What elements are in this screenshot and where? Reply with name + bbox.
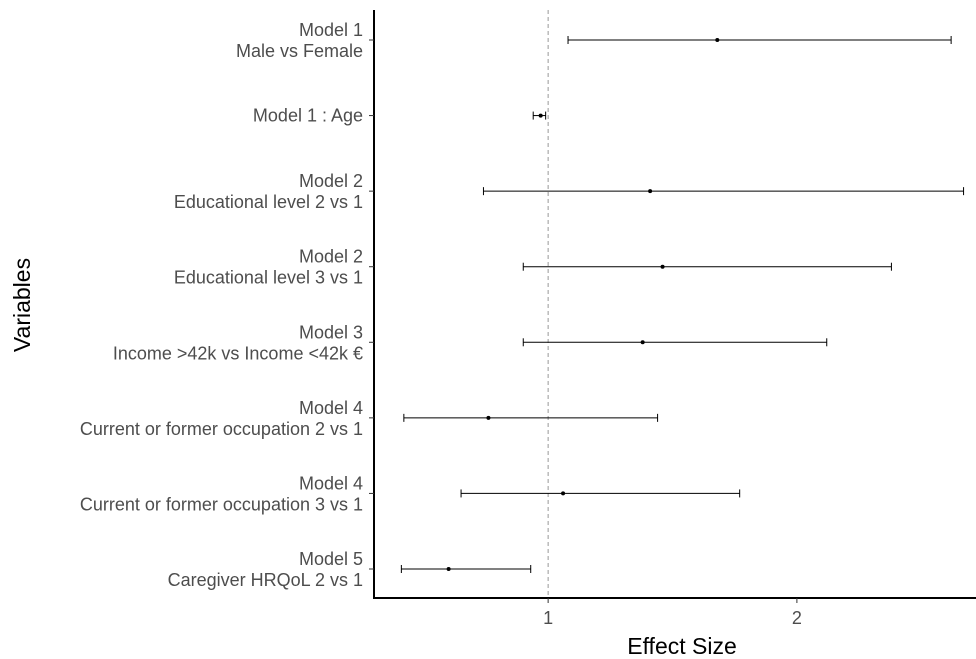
x-axis-title: Effect Size bbox=[627, 633, 737, 659]
y-tick-label: Model 2 bbox=[299, 247, 363, 267]
y-tick-label: Male vs Female bbox=[236, 41, 363, 61]
estimate-point bbox=[486, 415, 491, 420]
y-tick-label: Model 5 bbox=[299, 549, 363, 569]
y-tick-label: Current or former occupation 2 vs 1 bbox=[80, 419, 363, 439]
estimate-point bbox=[561, 491, 566, 496]
y-axis-title: Variables bbox=[9, 258, 35, 352]
y-tick-label: Caregiver HRQoL 2 vs 1 bbox=[168, 570, 363, 590]
estimate-point bbox=[446, 567, 451, 571]
estimate-point bbox=[648, 189, 653, 194]
estimate-point bbox=[640, 340, 645, 345]
estimate-point bbox=[538, 113, 543, 118]
y-tick-label: Model 1 bbox=[299, 20, 363, 40]
marks-layer bbox=[400, 36, 965, 573]
y-tick-label: Educational level 2 vs 1 bbox=[174, 192, 363, 212]
y-tick-label: Educational level 3 vs 1 bbox=[174, 268, 363, 288]
axes-layer bbox=[369, 10, 976, 603]
estimate-point bbox=[715, 38, 720, 42]
y-tick-label: Income >42k vs Income <42k € bbox=[113, 343, 363, 363]
y-tick-label: Model 2 bbox=[299, 171, 363, 191]
y-tick-label: Model 4 bbox=[299, 473, 363, 493]
y-tick-label: Model 3 bbox=[299, 322, 363, 342]
x-tick-label: 1 bbox=[543, 608, 553, 628]
estimate-point bbox=[660, 264, 665, 269]
y-tick-label: Model 4 bbox=[299, 398, 363, 418]
y-tick-label: Model 1 : Age bbox=[253, 106, 363, 126]
y-tick-label: Current or former occupation 3 vs 1 bbox=[80, 494, 363, 514]
x-tick-label: 2 bbox=[792, 608, 802, 628]
